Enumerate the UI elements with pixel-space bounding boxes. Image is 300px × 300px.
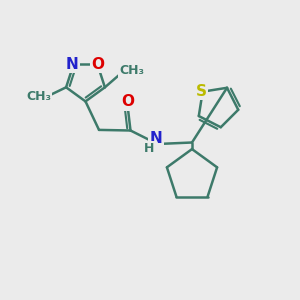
Text: O: O bbox=[121, 94, 134, 110]
Text: CH₃: CH₃ bbox=[26, 90, 51, 103]
Text: H: H bbox=[144, 142, 154, 155]
Text: O: O bbox=[91, 57, 104, 72]
Text: CH₃: CH₃ bbox=[119, 64, 144, 77]
Text: N: N bbox=[150, 131, 162, 146]
Text: S: S bbox=[196, 84, 207, 99]
Text: N: N bbox=[66, 57, 78, 72]
